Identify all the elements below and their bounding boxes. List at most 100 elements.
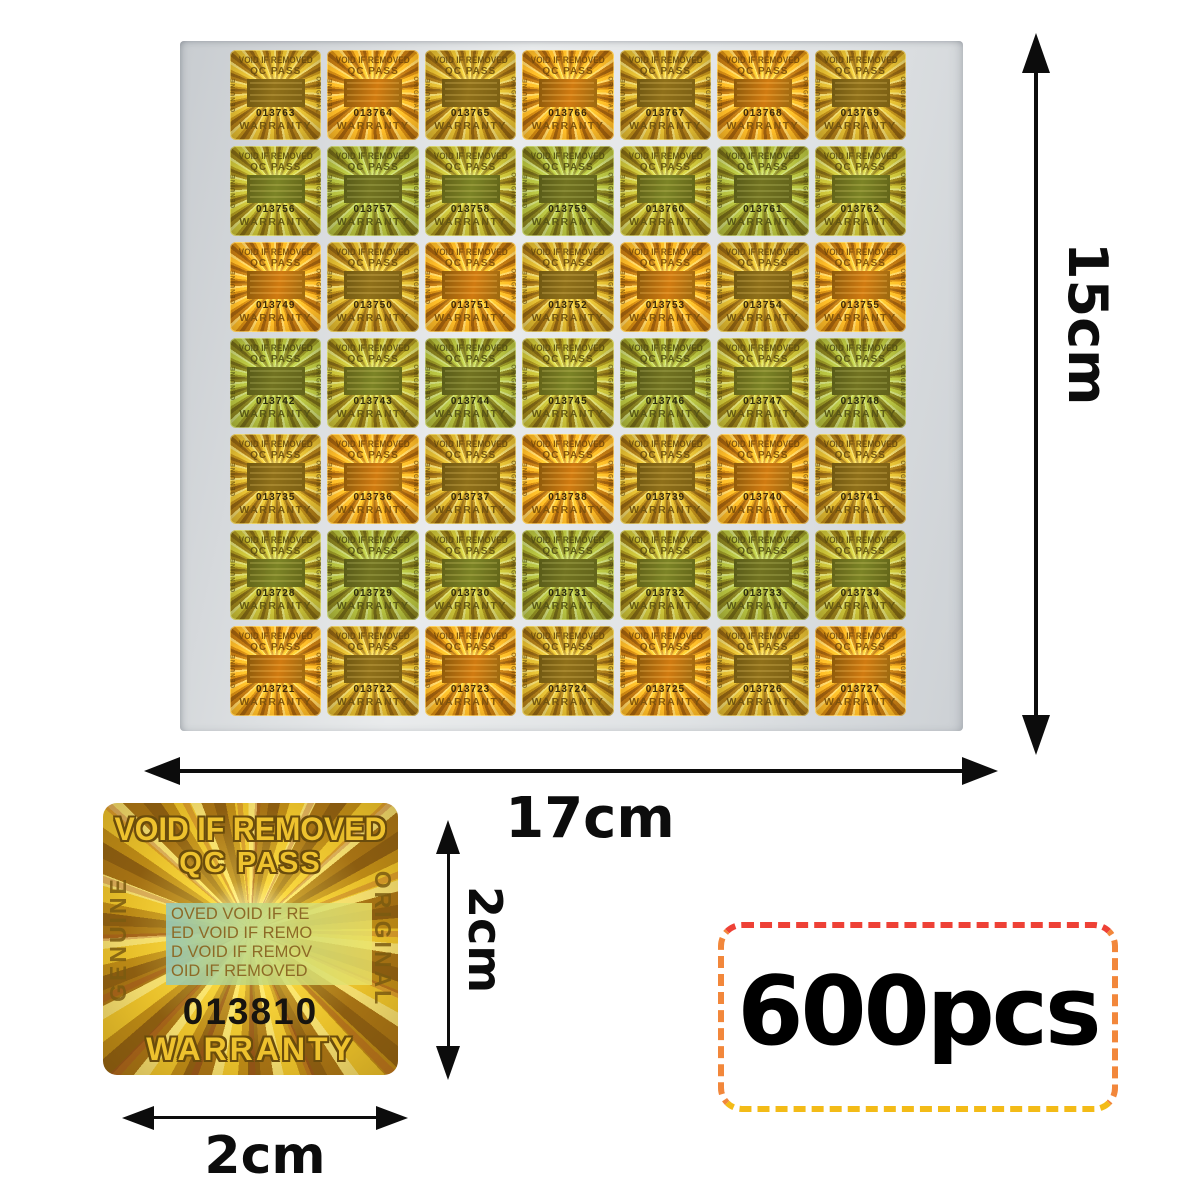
warranty-text: WARRANTY	[629, 600, 702, 612]
hologram-center-rect	[247, 559, 305, 587]
qc-pass-text: QC PASS	[639, 162, 692, 173]
void-if-removed-text: VOID IF REMOVED	[433, 151, 508, 161]
qc-pass-text: QC PASS	[834, 642, 886, 653]
warranty-text: WARRANTY	[531, 216, 605, 228]
void-if-removed-text: VOID IF REMOVED	[433, 343, 508, 353]
sticker-serial: 013724	[548, 684, 588, 695]
original-vertical-text: ORIGINAL	[606, 172, 613, 210]
sticker-serial: 013810	[182, 991, 319, 1032]
warranty-text: WARRANTY	[146, 1031, 355, 1067]
sticker-serial: 013767	[645, 108, 686, 119]
hologram-sticker: GENUINE ORIGINAL VOID IF REMOVED QC PASS…	[327, 242, 419, 332]
hologram-sticker: GENUINE ORIGINAL VOID IF REMOVED QC PASS…	[522, 530, 614, 620]
hologram-center-rect	[734, 367, 793, 395]
warranty-text: WARRANTY	[531, 120, 605, 132]
sticker-serial: 013752	[548, 300, 588, 311]
hologram-center-rect	[247, 271, 305, 299]
arrow-up-icon	[436, 820, 460, 854]
sticker-serial: 013762	[840, 204, 880, 215]
sticker-serial: 013763	[256, 108, 296, 119]
hologram-sticker: GENUINE ORIGINAL VOID IF REMOVED QC PASS…	[522, 338, 614, 428]
qc-pass-text: QC PASS	[737, 66, 789, 77]
warranty-text: WARRANTY	[336, 312, 410, 324]
sticker-height-label: 2cm	[458, 886, 512, 994]
band-line: OVED VOID IF RE	[171, 905, 310, 923]
warranty-text: WARRANTY	[336, 504, 410, 516]
hologram-center-rect	[734, 271, 793, 299]
original-vertical-text: ORIGINAL	[899, 556, 905, 594]
original-vertical-text: ORIGINAL	[801, 556, 808, 594]
warranty-text: WARRANTY	[531, 408, 605, 420]
hologram-center-rect	[831, 367, 890, 395]
warranty-text: WARRANTY	[823, 312, 897, 324]
void-if-removed-text: VOID IF REMOVED	[336, 55, 411, 65]
warranty-text: WARRANTY	[336, 216, 410, 228]
qc-pass-text: QC PASS	[639, 450, 692, 461]
qc-pass-text: QC PASS	[639, 66, 692, 77]
hologram-sticker: GENUINE ORIGINAL VOID IF REMOVED QC PASS…	[230, 530, 322, 620]
hologram-sticker: GENUINE ORIGINAL VOID IF REMOVED QC PASS…	[814, 530, 906, 620]
qc-pass-text: QC PASS	[347, 450, 399, 461]
original-vertical-text: ORIGINAL	[801, 460, 808, 498]
original-vertical-text: ORIGINAL	[411, 364, 418, 402]
qc-pass-text: QC PASS	[639, 642, 692, 653]
hologram-center-rect	[734, 655, 793, 683]
hologram-sticker: GENUINE ORIGINAL VOID IF REMOVED QC PASS…	[619, 626, 712, 716]
qc-pass-text: QC PASS	[834, 162, 886, 173]
void-if-removed-text: VOID IF REMOVED	[433, 55, 508, 65]
hologram-sticker: GENUINE ORIGINAL VOID IF REMOVED QC PASS…	[619, 434, 712, 524]
original-vertical-text: ORIGINAL	[509, 652, 516, 690]
sticker-serial: 013760	[645, 204, 686, 215]
original-vertical-text: ORIGINAL	[704, 268, 711, 306]
sticker-sheet-grid: GENUINE ORIGINAL VOID IF REMOVED QC PASS…	[230, 50, 906, 716]
arrow-down-icon	[1022, 715, 1050, 755]
void-if-removed-text: VOID IF REMOVED	[433, 631, 508, 641]
original-vertical-text: ORIGINAL	[509, 76, 516, 114]
void-if-removed-text: VOID IF REMOVED	[823, 343, 898, 353]
arrow-left-icon	[144, 757, 180, 785]
warranty-text: WARRANTY	[726, 696, 800, 708]
qc-pass-text: QC PASS	[542, 546, 594, 557]
qc-pass-text: QC PASS	[834, 66, 886, 77]
qc-pass-text: QC PASS	[737, 642, 789, 653]
hologram-center-rect	[344, 271, 403, 299]
qc-pass-text: QC PASS	[834, 450, 886, 461]
warranty-text: WARRANTY	[434, 504, 507, 516]
void-if-removed-text: VOID IF REMOVED	[238, 535, 313, 545]
hologram-sticker: GENUINE ORIGINAL VOID IF REMOVED QC PASS…	[717, 146, 809, 236]
sticker-serial: 013758	[450, 204, 491, 215]
original-vertical-text: ORIGINAL	[606, 460, 613, 498]
sticker-serial: 013761	[743, 204, 783, 215]
original-vertical-text: ORIGINAL	[899, 172, 905, 210]
hologram-center-rect	[344, 463, 403, 491]
hologram-center-rect	[441, 271, 500, 299]
original-vertical-text: ORIGINAL	[899, 76, 905, 114]
hologram-sticker: GENUINE ORIGINAL VOID IF REMOVED QC PASS…	[230, 146, 322, 236]
hologram-sticker: GENUINE ORIGINAL VOID IF REMOVED QC PASS…	[424, 626, 517, 716]
qc-pass-text: QC PASS	[639, 258, 692, 269]
void-if-removed-text: VOID IF REMOVED	[238, 247, 313, 257]
sticker-serial: 013759	[548, 204, 588, 215]
warranty-text: WARRANTY	[336, 408, 410, 420]
hologram-sticker: GENUINE ORIGINAL VOID IF REMOVED QC PASS…	[814, 242, 906, 332]
original-vertical-text: ORIGINAL	[606, 268, 613, 306]
sticker-serial: 013742	[256, 396, 296, 407]
hologram-center-rect	[734, 175, 793, 203]
qc-pass-text: QC PASS	[737, 258, 789, 269]
sticker-serial: 013756	[256, 204, 296, 215]
hologram-center-rect	[539, 367, 598, 395]
hologram-center-rect	[247, 463, 305, 491]
void-if-removed-text: VOID IF REMOVED	[725, 631, 800, 641]
void-if-removed-text: VOID IF REMOVED	[628, 151, 703, 161]
original-vertical-text: ORIGINAL	[899, 652, 905, 690]
void-if-removed-text: VOID IF REMOVED	[823, 535, 898, 545]
void-if-removed-text: VOID IF REMOVED	[336, 439, 411, 449]
arrow-down-icon	[436, 1046, 460, 1080]
void-if-removed-text: VOID IF REMOVED	[530, 247, 606, 257]
qc-pass-text: QC PASS	[347, 66, 399, 77]
hologram-center-rect	[831, 175, 890, 203]
warranty-text: WARRANTY	[239, 600, 313, 612]
sticker-serial: 013769	[840, 108, 880, 119]
hologram-sticker: GENUINE ORIGINAL VOID IF REMOVED QC PASS…	[717, 626, 809, 716]
void-if-removed-text: VOID IF REMOVED	[823, 247, 898, 257]
